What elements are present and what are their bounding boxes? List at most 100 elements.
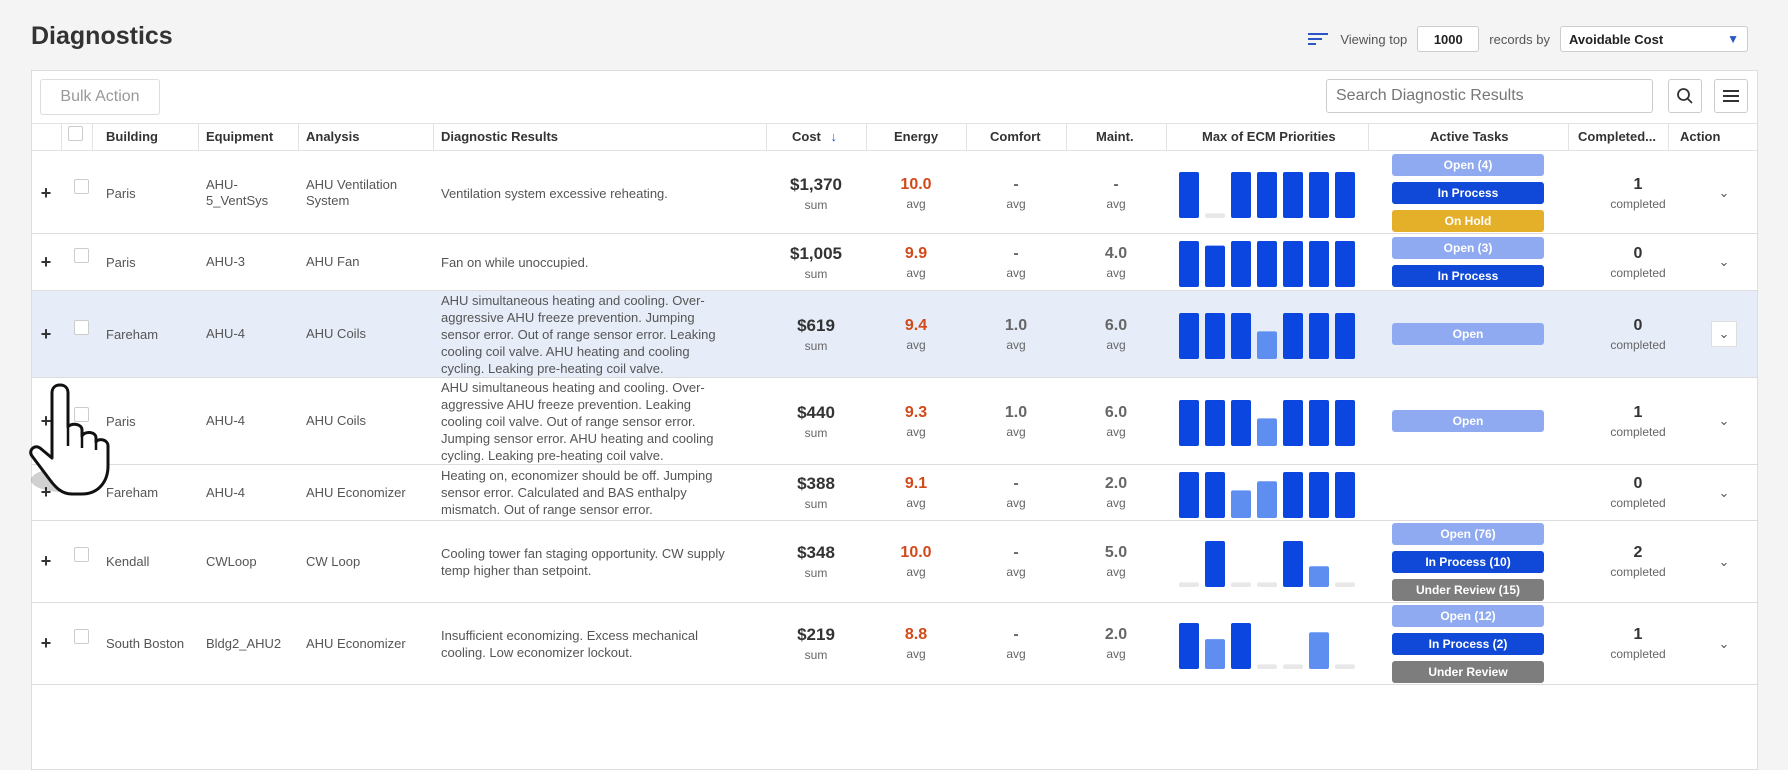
expand-plus-icon[interactable]: + bbox=[40, 410, 52, 431]
task-pill-rev[interactable]: Under Review (15) bbox=[1392, 578, 1544, 601]
energy-sub: avg bbox=[906, 196, 926, 211]
task-pill-proc[interactable]: In Process (10) bbox=[1392, 550, 1544, 573]
menu-button[interactable] bbox=[1714, 79, 1748, 113]
table-row[interactable]: + South Boston Bldg2_AHU2 AHU Economizer Ins… bbox=[32, 603, 1757, 685]
cost-cell: $388 sum bbox=[768, 465, 864, 520]
hamburger-menu-icon bbox=[1723, 90, 1739, 102]
ecm-priorities-cell bbox=[1179, 153, 1359, 233]
task-pill-rev[interactable]: Under Review bbox=[1392, 660, 1544, 683]
ecm-bar bbox=[1309, 471, 1329, 518]
col-diagnostic-results[interactable]: Diagnostic Results bbox=[441, 129, 559, 144]
task-pill-open[interactable]: Open (3) bbox=[1392, 237, 1544, 259]
col-cost[interactable]: Cost ↓ bbox=[792, 124, 837, 150]
ecm-priorities-cell bbox=[1179, 521, 1359, 602]
row-action[interactable]: ⌄ bbox=[1694, 465, 1754, 520]
records-count-input[interactable] bbox=[1417, 26, 1480, 52]
active-tasks-cell: Open bbox=[1392, 378, 1544, 464]
col-building[interactable]: Building bbox=[106, 129, 158, 144]
table-row[interactable]: + Paris AHU-4 AHU Coils AHU simultaneous hea… bbox=[32, 378, 1757, 465]
search-input[interactable] bbox=[1326, 79, 1653, 113]
ecm-bar bbox=[1231, 172, 1251, 218]
bulk-action-button[interactable]: Bulk Action bbox=[40, 79, 160, 115]
col-action: Action bbox=[1680, 129, 1721, 144]
row-checkbox[interactable] bbox=[74, 234, 90, 290]
maint-cell: 2.0 avg bbox=[1068, 465, 1164, 520]
cost-value: $619 bbox=[797, 315, 835, 335]
row-checkbox[interactable] bbox=[74, 291, 90, 377]
analysis-cell: CW Loop bbox=[306, 553, 361, 569]
energy-cell: 9.1 avg bbox=[868, 465, 964, 520]
expand-plus-icon[interactable]: + bbox=[40, 633, 52, 653]
task-pill-proc[interactable]: In Process (2) bbox=[1392, 632, 1544, 655]
task-pill-open[interactable]: Open bbox=[1392, 410, 1544, 432]
building-cell: Fareham bbox=[106, 485, 159, 500]
col-comfort[interactable]: Comfort bbox=[990, 129, 1041, 144]
task-pill-open[interactable]: Open (76) bbox=[1392, 522, 1544, 545]
ecm-mini-chart bbox=[1179, 540, 1355, 587]
expand-plus-icon[interactable]: + bbox=[40, 182, 52, 203]
sort-by-select[interactable]: Avoidable Cost ▼ bbox=[1560, 26, 1748, 52]
task-pill-proc[interactable]: In Process bbox=[1392, 182, 1544, 204]
task-pill-open[interactable]: Open bbox=[1392, 323, 1544, 345]
cost-cell: $1,005 sum bbox=[768, 234, 864, 290]
active-tasks-cell: Open (12) In Process (2) Under Review bbox=[1392, 603, 1544, 684]
col-cost-label: Cost bbox=[792, 129, 821, 144]
row-checkbox[interactable] bbox=[74, 153, 90, 233]
building-cell: Paris bbox=[106, 413, 136, 429]
ecm-bar bbox=[1283, 471, 1303, 518]
chevron-down-icon: ⌄ bbox=[1711, 321, 1737, 347]
col-completed[interactable]: Completed... bbox=[1578, 129, 1657, 144]
expand-plus-icon[interactable]: + bbox=[40, 251, 52, 272]
chevron-down-icon: ▼ bbox=[1727, 32, 1739, 46]
row-checkbox[interactable] bbox=[74, 521, 90, 602]
row-checkbox[interactable] bbox=[74, 378, 90, 464]
ecm-bar bbox=[1205, 540, 1225, 587]
expand-plus-icon[interactable]: + bbox=[40, 323, 52, 344]
table-row[interactable]: + Kendall CWLoop CW Loop Cooling tower fan s… bbox=[32, 521, 1757, 603]
ecm-bar bbox=[1335, 471, 1355, 518]
row-action[interactable]: ⌄ bbox=[1694, 153, 1754, 233]
select-all-checkbox[interactable] bbox=[68, 126, 83, 141]
table-row[interactable]: + Paris AHU-5_VentSys AHU Ventilation Syste… bbox=[32, 153, 1757, 234]
task-pill-open[interactable]: Open (12) bbox=[1392, 604, 1544, 627]
col-ecm-priorities[interactable]: Max of ECM Priorities bbox=[1202, 129, 1336, 144]
row-action[interactable]: ⌄ bbox=[1694, 378, 1754, 464]
row-action[interactable]: ⌄ bbox=[1694, 234, 1754, 290]
analysis-cell: AHU Economizer bbox=[306, 635, 406, 651]
ecm-mini-chart bbox=[1179, 172, 1355, 218]
energy-sub: avg bbox=[906, 424, 926, 439]
row-checkbox[interactable] bbox=[74, 603, 90, 684]
energy-value: 9.3 bbox=[904, 403, 928, 421]
expand-plus-icon[interactable]: + bbox=[40, 551, 52, 571]
comfort-cell: 1.0 avg bbox=[968, 378, 1064, 464]
ecm-bar bbox=[1335, 172, 1355, 218]
row-action[interactable]: ⌄ bbox=[1694, 521, 1754, 602]
expand-plus-icon[interactable]: + bbox=[40, 482, 52, 502]
search-button[interactable] bbox=[1668, 79, 1702, 113]
task-pill-proc[interactable]: In Process bbox=[1392, 265, 1544, 287]
task-pill-open[interactable]: Open (4) bbox=[1392, 154, 1544, 176]
table-row[interactable]: + Fareham AHU-4 AHU Economizer Heating on, e… bbox=[32, 465, 1757, 521]
chevron-down-icon: ⌄ bbox=[1718, 635, 1730, 651]
ecm-priorities-cell bbox=[1179, 291, 1359, 377]
maint-value: 4.0 bbox=[1104, 244, 1128, 262]
sort-lines-icon[interactable] bbox=[1308, 31, 1330, 47]
energy-sub: avg bbox=[906, 647, 926, 661]
task-pill-hold[interactable]: On Hold bbox=[1392, 210, 1544, 232]
col-active-tasks[interactable]: Active Tasks bbox=[1430, 129, 1509, 144]
cost-value: $348 bbox=[797, 543, 835, 562]
row-action[interactable]: ⌄ bbox=[1694, 603, 1754, 684]
energy-cell: 9.3 avg bbox=[868, 378, 964, 464]
row-action[interactable]: ⌄ bbox=[1694, 291, 1754, 377]
table-row[interactable]: + Fareham AHU-4 AHU Coils AHU simultaneous h… bbox=[32, 291, 1757, 378]
ecm-bar bbox=[1205, 400, 1225, 446]
col-energy[interactable]: Energy bbox=[894, 129, 939, 144]
maint-cell: 5.0 avg bbox=[1068, 521, 1164, 602]
col-maint[interactable]: Maint. bbox=[1096, 129, 1134, 144]
equipment-cell: AHU-4 bbox=[206, 326, 246, 341]
comfort-value: 1.0 bbox=[1004, 316, 1028, 334]
col-equipment[interactable]: Equipment bbox=[206, 129, 274, 144]
col-analysis[interactable]: Analysis bbox=[306, 129, 360, 144]
table-row[interactable]: + Paris AHU-3 AHU Fan Fan on while unoccupie… bbox=[32, 234, 1757, 291]
comfort-cell: - avg bbox=[968, 465, 1064, 520]
